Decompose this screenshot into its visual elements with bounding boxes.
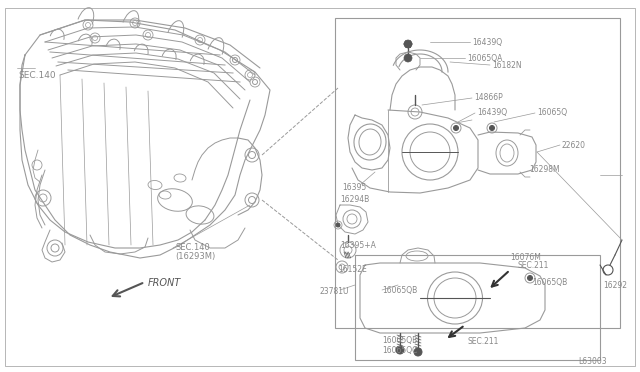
Text: 16065QC: 16065QC (382, 346, 417, 355)
Text: 16065QA: 16065QA (467, 54, 502, 62)
Bar (335, 18, 620, 328)
Circle shape (414, 348, 422, 356)
Circle shape (404, 40, 412, 48)
Text: 16439Q: 16439Q (477, 109, 507, 118)
Text: 16294B: 16294B (340, 196, 369, 205)
Bar (355, 255, 600, 360)
Text: 16076M: 16076M (510, 253, 541, 263)
Text: SEC.211: SEC.211 (518, 262, 549, 270)
Circle shape (396, 346, 404, 354)
Text: 16152E: 16152E (338, 266, 367, 275)
Text: 16065QB: 16065QB (532, 278, 567, 286)
Text: 16292: 16292 (603, 280, 627, 289)
Circle shape (490, 125, 495, 131)
Text: 16065QB: 16065QB (382, 336, 417, 344)
Text: 16395+A: 16395+A (340, 241, 376, 250)
Text: SEC.140: SEC.140 (175, 244, 210, 253)
Text: 16395: 16395 (342, 183, 366, 192)
Text: (16293M): (16293M) (175, 253, 215, 262)
Circle shape (404, 54, 412, 62)
Text: SEC.140: SEC.140 (18, 71, 56, 80)
Text: FRONT: FRONT (148, 278, 181, 288)
Text: 16298M: 16298M (529, 166, 560, 174)
Text: 16065Q: 16065Q (537, 109, 567, 118)
Text: 16439Q: 16439Q (472, 38, 502, 48)
Text: 16065QB: 16065QB (382, 285, 417, 295)
Circle shape (527, 276, 532, 280)
Text: 16182N: 16182N (492, 61, 522, 70)
Text: L63003: L63003 (578, 356, 607, 366)
Text: 14866P: 14866P (474, 93, 503, 103)
Text: 22620: 22620 (562, 141, 586, 150)
Circle shape (454, 125, 458, 131)
Text: 23781U: 23781U (320, 288, 349, 296)
Text: SEC.211: SEC.211 (468, 337, 499, 346)
Circle shape (336, 223, 340, 227)
